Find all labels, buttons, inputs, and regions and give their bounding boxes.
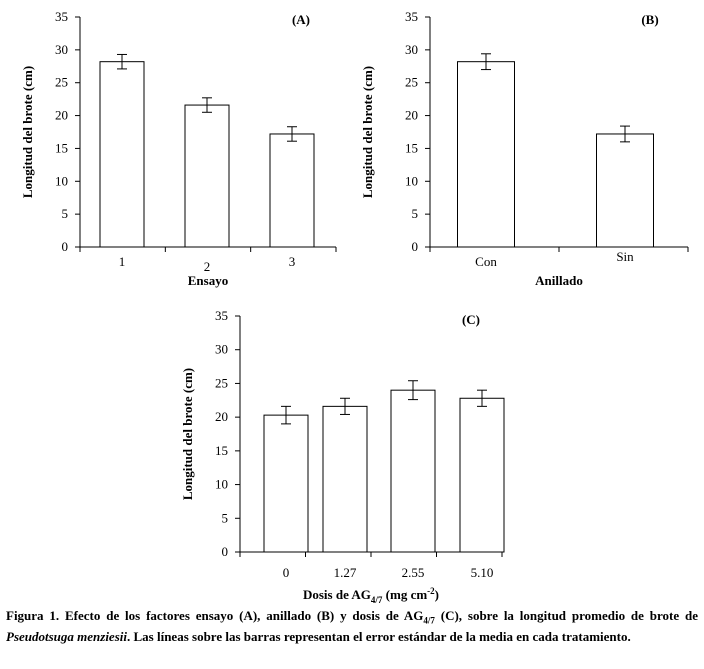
y-tick-label: 20 — [215, 409, 228, 424]
y-tick-label: 15 — [405, 140, 418, 155]
x-tick-label: 3 — [289, 254, 296, 269]
caption-species: Pseudotsuga menziesii — [6, 628, 127, 644]
caption-part-1: Figura 1. Efecto de los factores ensayo … — [6, 608, 424, 623]
x-axis-title: Ensayo — [188, 273, 228, 288]
chart-panel-2: 0 5 10 15 20 25 30 35 Con Sin (B) Longitud del brot… — [360, 9, 689, 288]
x-tick-label: 1.27 — [334, 565, 357, 580]
x-axis-title: Dosis de AG4/7 (mg cm-2) — [303, 586, 439, 605]
chart-panel-3: 0 5 10 15 20 25 30 35 0 1.27 2.55 5.10 (C) Longitud d… — [180, 308, 505, 605]
y-tick-label: 10 — [215, 477, 228, 492]
chart-panel-1: 0 5 10 15 20 25 30 35 1 2 3 (A) Longitud del brote (… — [20, 9, 337, 288]
figure-caption: Figura 1. Efecto de los factores ensayo … — [6, 608, 698, 645]
bar — [390, 389, 436, 553]
y-tick-label: 30 — [215, 342, 228, 357]
bar — [269, 133, 315, 248]
y-tick-label: 35 — [55, 9, 68, 24]
y-tick-label: 30 — [55, 42, 68, 57]
y-tick-label: 5 — [222, 510, 229, 525]
x-tick-label: 2 — [204, 259, 211, 274]
y-tick-label: 25 — [215, 375, 228, 390]
y-tick-label: 0 — [222, 544, 229, 559]
caption-part-2: (C), sobre la longitud promedio de brote… — [434, 608, 698, 623]
y-axis-title: Longitud del brote (cm) — [20, 66, 35, 198]
bar — [459, 397, 505, 553]
x-tick-label: Con — [475, 254, 497, 269]
panel-label: (A) — [292, 12, 310, 27]
bar — [99, 61, 145, 248]
panel-label: (C) — [462, 312, 480, 327]
y-tick-label: 25 — [55, 75, 68, 90]
panel-label: (B) — [641, 12, 658, 27]
y-axis-title: Longitud del brote (cm) — [180, 368, 195, 500]
caption-subscript: 4/7 — [423, 615, 435, 626]
bar — [322, 405, 368, 553]
y-axis-title: Longitud del brote (cm) — [360, 66, 375, 198]
x-tick-label: 0 — [283, 565, 290, 580]
y-tick-label: 10 — [55, 173, 68, 188]
bar — [457, 61, 515, 248]
x-tick-label: 1 — [119, 254, 126, 269]
y-tick-label: 30 — [405, 42, 418, 57]
x-axis-title: Anillado — [535, 273, 583, 288]
bar — [596, 133, 654, 248]
x-tick-label: 5.10 — [471, 565, 494, 580]
y-tick-label: 5 — [62, 206, 69, 221]
y-tick-label: 5 — [412, 206, 419, 221]
y-tick-label: 35 — [215, 308, 228, 323]
y-tick-label: 20 — [405, 108, 418, 123]
y-tick-label: 15 — [55, 140, 68, 155]
y-tick-label: 0 — [62, 239, 69, 254]
bar — [184, 104, 230, 248]
y-tick-label: 0 — [412, 239, 419, 254]
y-tick-label: 15 — [215, 443, 228, 458]
y-tick-label: 25 — [405, 75, 418, 90]
y-tick-label: 20 — [55, 108, 68, 123]
x-tick-label: 2.55 — [402, 565, 425, 580]
y-tick-label: 35 — [405, 9, 418, 24]
caption-part-3: . Las líneas sobre las barras representa… — [127, 628, 631, 644]
y-tick-label: 10 — [405, 173, 418, 188]
bar — [263, 414, 309, 553]
x-tick-label: Sin — [616, 249, 634, 264]
